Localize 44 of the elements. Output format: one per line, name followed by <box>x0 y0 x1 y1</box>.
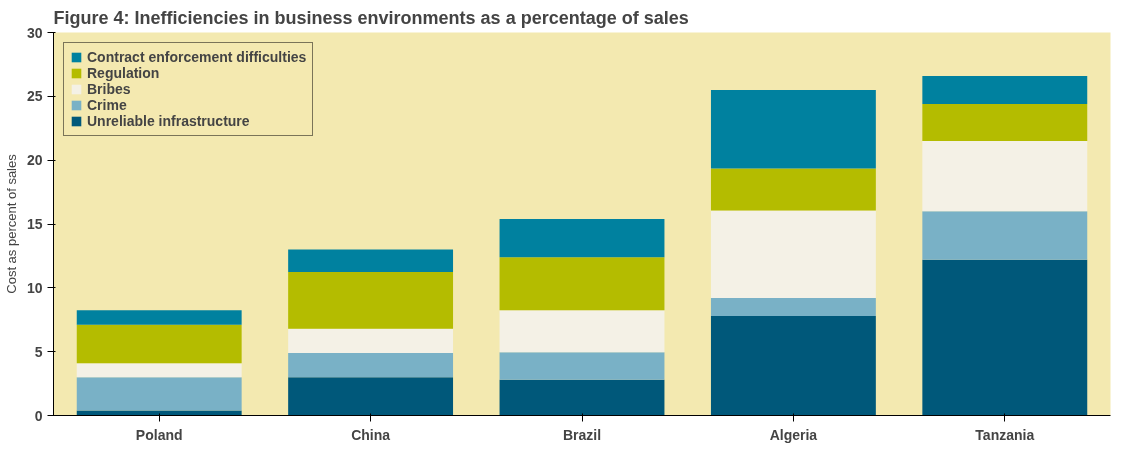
bar <box>288 352 454 378</box>
bar <box>922 211 1088 260</box>
bar <box>922 141 1088 212</box>
y-tick-label: 15 <box>26 216 43 232</box>
bar <box>76 410 242 416</box>
y-tick-label: 20 <box>26 152 43 169</box>
bar <box>76 310 242 325</box>
y-tick-label: 25 <box>26 88 43 105</box>
y-axis-title: Cost as percent of sales <box>3 153 19 294</box>
bar <box>922 75 1088 104</box>
x-tick-label: Brazil <box>562 426 602 443</box>
bar <box>710 168 876 211</box>
bar <box>288 271 454 329</box>
x-tick-label: China <box>351 426 391 443</box>
bar <box>710 298 876 316</box>
bar <box>710 210 876 299</box>
y-tick-label: 5 <box>34 343 43 360</box>
bar <box>922 103 1088 142</box>
legend-label: Crime <box>87 97 127 113</box>
legend-label: Bribes <box>87 81 131 97</box>
bar <box>499 218 665 258</box>
bar <box>76 363 242 378</box>
y-tick-label: 10 <box>26 279 43 296</box>
x-tick-label: Tanzania <box>975 426 1035 443</box>
y-tick-label: 0 <box>34 407 43 424</box>
x-tick-label: Poland <box>135 426 183 443</box>
bar <box>499 379 665 416</box>
bar <box>922 259 1088 416</box>
bar <box>288 249 454 272</box>
bar <box>499 257 665 311</box>
legend-label: Unreliable infrastructure <box>87 113 250 129</box>
bar <box>288 328 454 353</box>
bar <box>76 377 242 411</box>
bar <box>499 310 665 353</box>
y-tick-label: 30 <box>26 24 43 41</box>
x-tick-label: Algeria <box>769 426 818 443</box>
bar <box>710 89 876 169</box>
bar <box>288 377 454 416</box>
bar <box>76 324 242 364</box>
chart-title: Figure 4: Inefficiencies in business environments as a percentage of sales <box>53 7 689 28</box>
bar <box>499 352 665 380</box>
legend-label: Contract enforcement difficulties <box>87 49 307 65</box>
legend-label: Regulation <box>87 65 160 81</box>
bar <box>710 315 876 416</box>
